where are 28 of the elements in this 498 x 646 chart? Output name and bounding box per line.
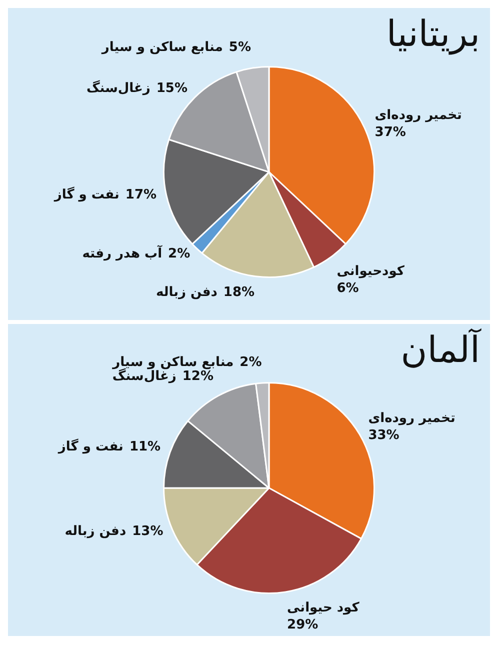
data-label: 11% [129, 439, 161, 454]
slice-label: کود حیوانی [287, 600, 360, 616]
slice-label: زغال‌سنگ [86, 80, 150, 96]
data-label: 2% [240, 354, 262, 370]
slice-label: نفت و گاز [57, 438, 124, 454]
data-label: 18% [223, 285, 255, 300]
data-label: 33% [368, 428, 400, 444]
slice-label: دفن زباله [156, 285, 218, 300]
slice-label: منابع ساکن و سیار [112, 354, 234, 370]
slice-label: تخمیر روده‌ای [374, 108, 462, 124]
data-label: 17% [125, 188, 157, 203]
slice-label: دفن زباله [64, 524, 126, 540]
data-label: 6% [336, 281, 359, 296]
data-label: 2% [168, 246, 190, 262]
data-label: 13% [132, 524, 164, 540]
slice-label: منابع ساکن و سیار [100, 40, 223, 56]
slice-label: نفت و گاز [53, 186, 120, 203]
chart-title: بریتانیا [386, 14, 480, 55]
slice-label: آب هدر رفته [82, 244, 163, 262]
chart-title: آلمان [400, 330, 480, 371]
data-label: 29% [287, 618, 318, 633]
data-label: 15% [156, 80, 188, 96]
slice-label: تخمیر روده‌ای [368, 411, 456, 426]
data-label: 12% [182, 368, 214, 384]
data-label: 37% [374, 125, 406, 140]
data-label: 5% [228, 40, 251, 56]
slice-label: زغال‌سنگ [112, 368, 176, 384]
slice-label: کودحیوانی [336, 264, 405, 280]
